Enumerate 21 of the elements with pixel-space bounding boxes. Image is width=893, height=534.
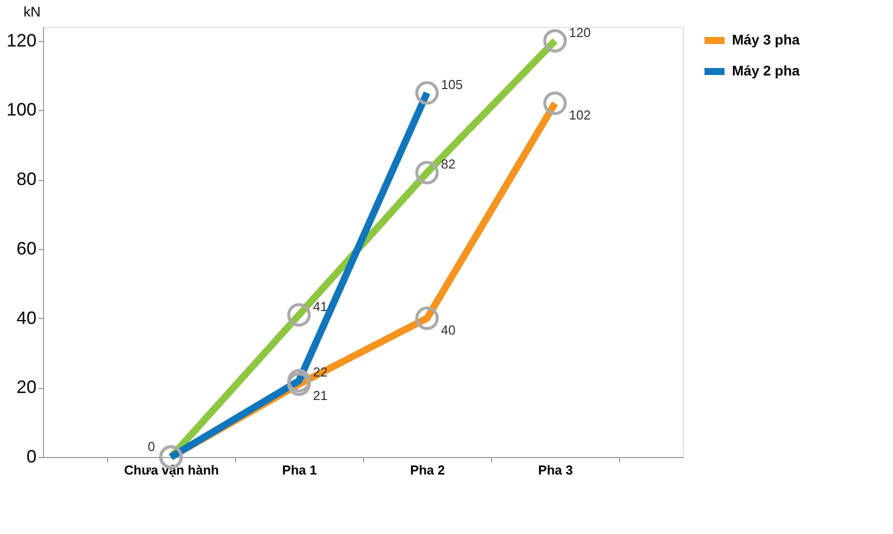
data-label: 105 xyxy=(441,76,463,92)
x-tick-label: Pha 2 xyxy=(410,462,445,478)
data-label: 102 xyxy=(569,107,591,122)
data-label: 82 xyxy=(441,156,456,172)
y-tick-label: 100 xyxy=(6,100,36,120)
legend-label: Máy 2 pha xyxy=(732,62,800,78)
y-tick-label: 60 xyxy=(16,238,36,258)
y-tick-label: 40 xyxy=(16,308,36,328)
legend-label: Máy 3 pha xyxy=(732,32,800,48)
data-label: 120 xyxy=(569,24,591,40)
y-tick-label: 120 xyxy=(6,30,36,50)
data-label: 21 xyxy=(313,388,328,404)
y-tick-label: 80 xyxy=(16,169,36,190)
data-label: 41 xyxy=(313,298,328,314)
y-tick-label: 20 xyxy=(16,377,36,398)
data-label: 40 xyxy=(441,322,456,338)
x-tick-label: Pha 3 xyxy=(538,462,573,478)
y-tick-label: 0 xyxy=(26,446,36,466)
y-axis-title: kN xyxy=(24,4,41,20)
x-tick-label: Pha 1 xyxy=(282,462,317,478)
data-label: 0 xyxy=(148,439,155,454)
